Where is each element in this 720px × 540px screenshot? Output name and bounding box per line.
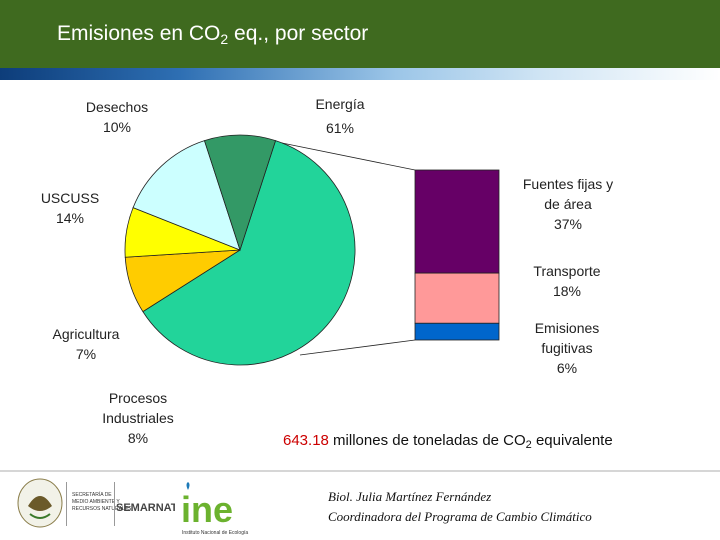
total-text: millones de toneladas de CO — [328, 432, 526, 449]
ine-logo: ine Instituto Nacional de Ecología — [181, 482, 248, 536]
signature-block: Biol. Julia Martínez Fernández Coordinad… — [328, 487, 592, 527]
secretaria-line: MEDIO AMBIENTE Y — [72, 499, 120, 505]
ine-mark: ine — [181, 489, 233, 530]
total-subscript: 2 — [525, 439, 532, 451]
pie-label-energia: Energía 61% — [315, 96, 364, 136]
slide-title: Emisiones en CO2 eq., por sector — [57, 22, 368, 47]
pie-label-procesos: Procesos Industriales 8% — [102, 390, 174, 446]
emissions-chart: Energía 61% Procesos Industriales 8% Agricult… — [41, 96, 613, 446]
title-text: Emisiones en CO — [57, 22, 221, 45]
bar-label-fugitivas: Emisiones fugitivas 6% — [535, 320, 600, 376]
signature-name: Biol. Julia Martínez Fernández — [328, 489, 492, 504]
total-text-end: equivalente — [531, 432, 613, 449]
secretaria-line: RECURSOS NATURALES — [72, 506, 132, 512]
pie-label-desechos: Desechos 10% — [86, 99, 148, 135]
header-gradient-band — [0, 68, 720, 80]
title-text-end: eq., por sector — [228, 22, 369, 45]
bar-label-transporte: Transporte 18% — [533, 263, 600, 299]
connector-top — [281, 142, 416, 171]
total-value: 643.18 — [283, 432, 329, 449]
signature-role: Coordinadora del Programa de Cambio Clim… — [328, 509, 592, 524]
stacked-bar — [414, 169, 500, 341]
ine-caption: Instituto Nacional de Ecología — [182, 530, 248, 536]
pie-label-agricultura: Agricultura 7% — [53, 326, 120, 362]
bar-labels: Fuentes fijas y de área 37% Transporte 18% Em… — [523, 176, 613, 376]
semarnat-text: SEMARNAT — [116, 502, 175, 514]
bar-label-fuentes_fijas: Fuentes fijas y de área 37% — [523, 176, 613, 232]
bar-segment-fugitivas — [414, 322, 500, 341]
pie-slice-energia — [142, 140, 356, 366]
semarnat-logo: SECRETARÍA DE MEDIO AMBIENTE Y RECURSOS … — [17, 478, 175, 528]
total-emissions: 643.18 millones de toneladas de CO2 equi… — [283, 432, 613, 451]
pie-label-uscuss: USCUSS 14% — [41, 190, 99, 226]
header-bar: Emisiones en CO2 eq., por sector — [0, 0, 720, 68]
bar-segment-fuentes_fijas — [414, 169, 500, 274]
pie-labels: Energía 61% Procesos Industriales 8% Agricult… — [41, 96, 365, 446]
secretaria-line: SECRETARÍA DE — [72, 491, 112, 498]
connector-bottom — [299, 339, 416, 356]
pie-chart — [124, 134, 356, 366]
title-subscript: 2 — [220, 31, 229, 47]
bar-segment-transporte — [414, 272, 500, 324]
pie-slice-desechos — [203, 134, 277, 252]
footer-divider — [0, 470, 720, 472]
connector-lines — [281, 142, 416, 356]
